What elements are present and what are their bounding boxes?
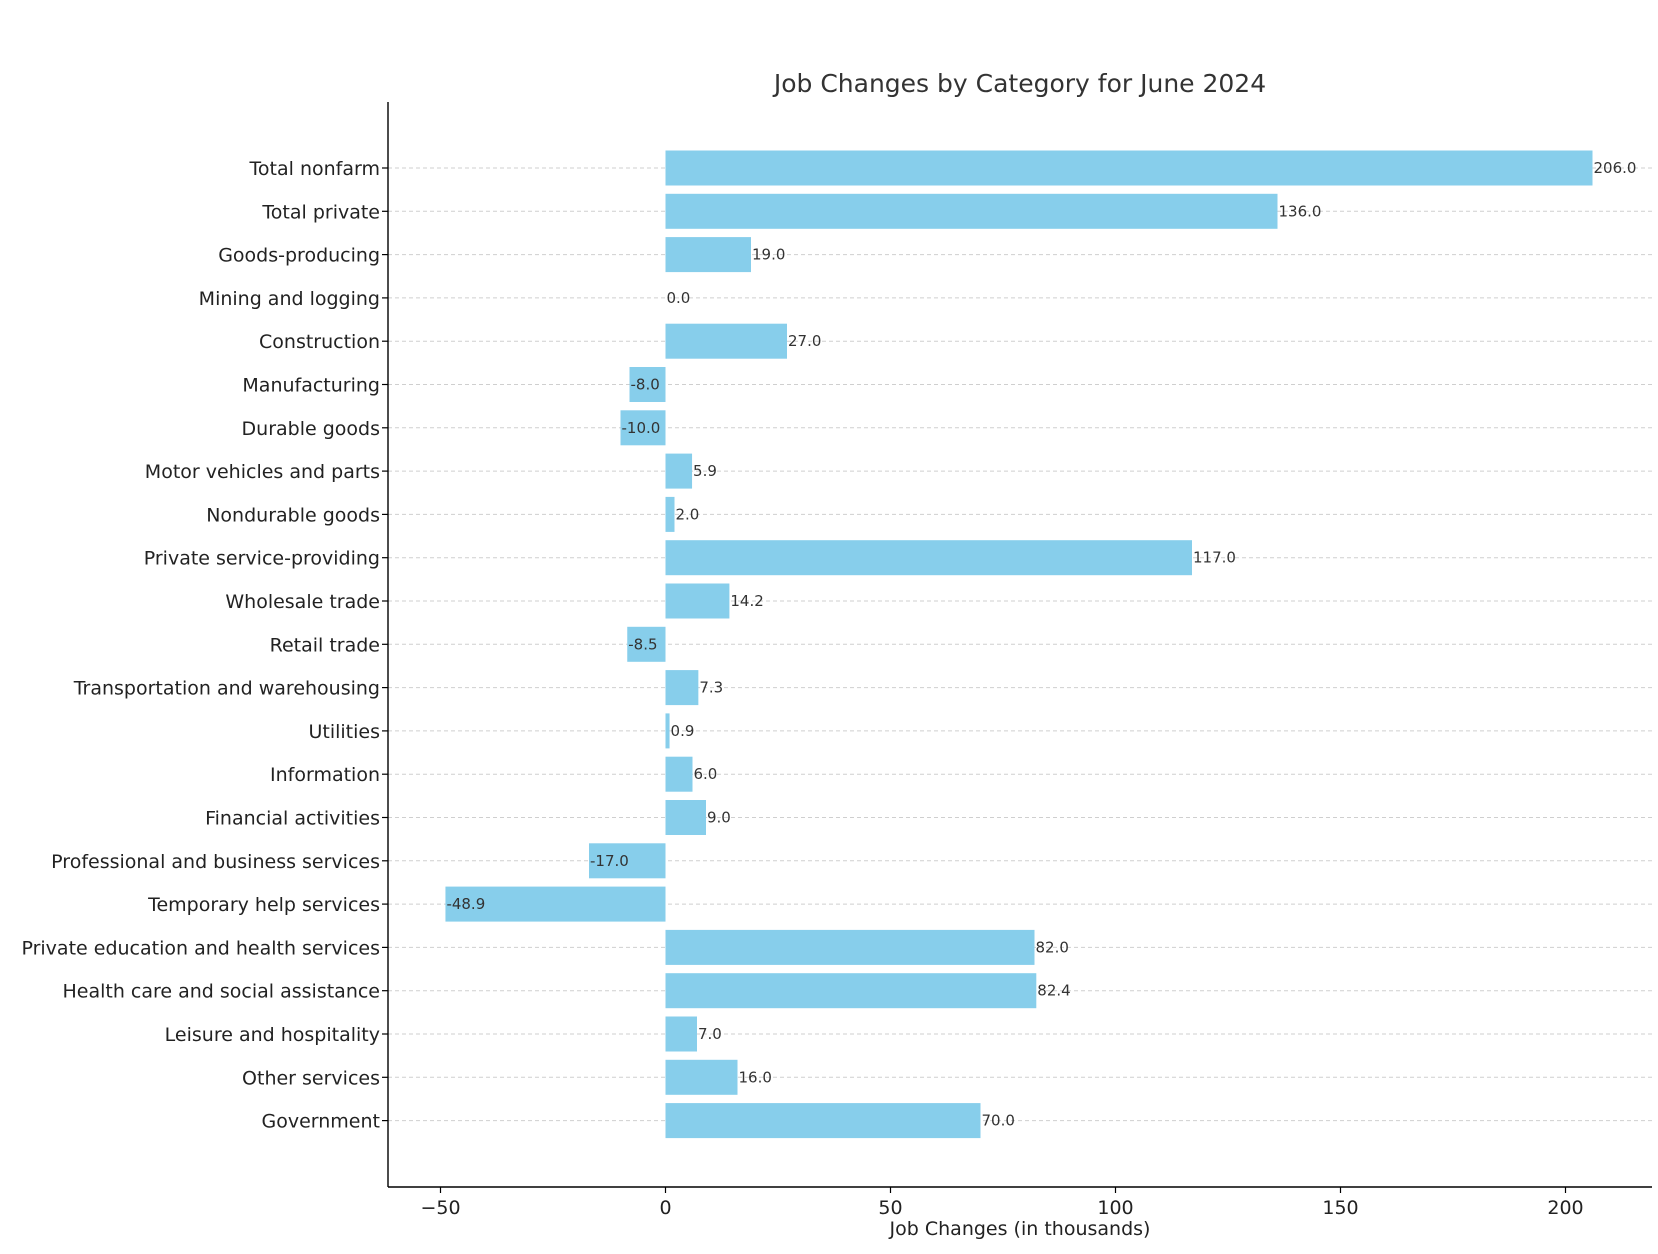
data-label-6: -10.0 [622, 419, 661, 437]
bar-9 [665, 540, 1192, 576]
category-label-13: Utilities [308, 721, 380, 743]
category-label-18: Private education and health services [21, 937, 380, 959]
bars [445, 150, 1593, 1139]
bar-21 [665, 1059, 738, 1095]
category-label-16: Professional and business services [51, 851, 380, 873]
category-label-2: Goods-producing [218, 245, 380, 267]
bar-2 [665, 237, 751, 273]
x-axis-label: Job Changes (in thousands) [889, 1218, 1151, 1240]
data-label-11: -8.5 [628, 635, 657, 653]
data-label-18: 82.0 [1036, 938, 1069, 956]
bar-13 [665, 713, 670, 749]
data-label-2: 19.0 [752, 246, 785, 264]
chart-title: Job Changes by Category for June 2024 [772, 69, 1266, 98]
data-label-17: -48.9 [446, 895, 485, 913]
data-label-8: 2.0 [676, 505, 700, 523]
bar-7 [665, 453, 693, 489]
bar-4 [665, 323, 787, 359]
data-label-14: 6.0 [694, 765, 718, 783]
grid-lines [388, 167, 1652, 1122]
x-tick-label-1: 0 [659, 1197, 671, 1219]
category-label-15: Financial activities [205, 808, 380, 830]
data-label-15: 9.0 [707, 809, 731, 827]
bar-11 [627, 626, 666, 662]
category-label-8: Nondurable goods [206, 504, 380, 526]
bar-5 [629, 367, 666, 402]
bar-14 [665, 756, 693, 792]
bar-22 [665, 1103, 981, 1139]
category-label-6: Durable goods [242, 418, 380, 440]
category-label-19: Health care and social assistance [62, 981, 380, 1003]
category-label-4: Construction [259, 331, 380, 353]
category-label-17: Temporary help services [147, 894, 380, 916]
category-label-0: Total nonfarm [249, 158, 380, 180]
x-tick-label-5: 200 [1547, 1197, 1583, 1219]
bar-0 [665, 150, 1593, 186]
category-label-9: Private service-providing [144, 548, 380, 570]
bar-16 [589, 843, 666, 879]
x-tick-label-2: 50 [878, 1197, 902, 1219]
data-label-13: 0.9 [671, 722, 695, 740]
data-label-3: 0.0 [667, 289, 691, 307]
category-label-14: Information [270, 764, 380, 786]
data-label-20: 7.0 [698, 1025, 722, 1043]
data-label-12: 7.3 [699, 679, 723, 697]
category-label-21: Other services [242, 1067, 380, 1089]
data-label-22: 70.0 [982, 1112, 1015, 1130]
category-label-22: Government [262, 1111, 381, 1133]
data-label-9: 117.0 [1193, 549, 1236, 567]
category-label-1: Total private [261, 201, 380, 223]
x-tick-label-3: 100 [1097, 1197, 1133, 1219]
category-label-20: Leisure and hospitality [165, 1024, 380, 1046]
data-label-7: 5.9 [693, 462, 717, 480]
category-label-10: Wholesale trade [225, 591, 380, 613]
data-label-1: 136.0 [1279, 202, 1322, 220]
bar-18 [665, 929, 1035, 965]
bar-19 [665, 973, 1037, 1009]
category-label-7: Motor vehicles and parts [145, 461, 380, 483]
bar-12 [665, 670, 699, 706]
data-label-21: 16.0 [739, 1068, 772, 1086]
category-label-12: Transportation and warehousing [73, 678, 380, 700]
y-axis-category-labels: Total nonfarm Total private Goods-producin… [21, 158, 388, 1133]
data-label-4: 27.0 [788, 332, 821, 350]
data-label-10: 14.2 [730, 592, 763, 610]
data-label-19: 82.4 [1037, 982, 1070, 1000]
bar-1 [665, 193, 1278, 229]
x-axis-ticks: −50 0 50 100 150 200 [420, 1187, 1584, 1219]
category-label-11: Retail trade [270, 634, 380, 656]
bar-10 [665, 583, 730, 619]
category-label-3: Mining and logging [199, 288, 380, 310]
x-tick-label-4: 150 [1322, 1197, 1358, 1219]
bar-6 [620, 410, 666, 446]
bar-8 [665, 496, 675, 532]
bar-15 [665, 800, 706, 835]
data-label-0: 206.0 [1594, 159, 1637, 177]
bar-17 [445, 886, 666, 922]
x-tick-label-0: −50 [420, 1197, 460, 1219]
data-labels: 206.0 136.0 19.0 0.0 27.0 -8.0 -10.0 5.9 2.0 117.… [446, 159, 1636, 1130]
category-label-5: Manufacturing [242, 375, 380, 397]
data-label-5: -8.0 [631, 376, 660, 394]
bar-20 [665, 1016, 697, 1052]
data-label-16: -17.0 [590, 852, 629, 870]
